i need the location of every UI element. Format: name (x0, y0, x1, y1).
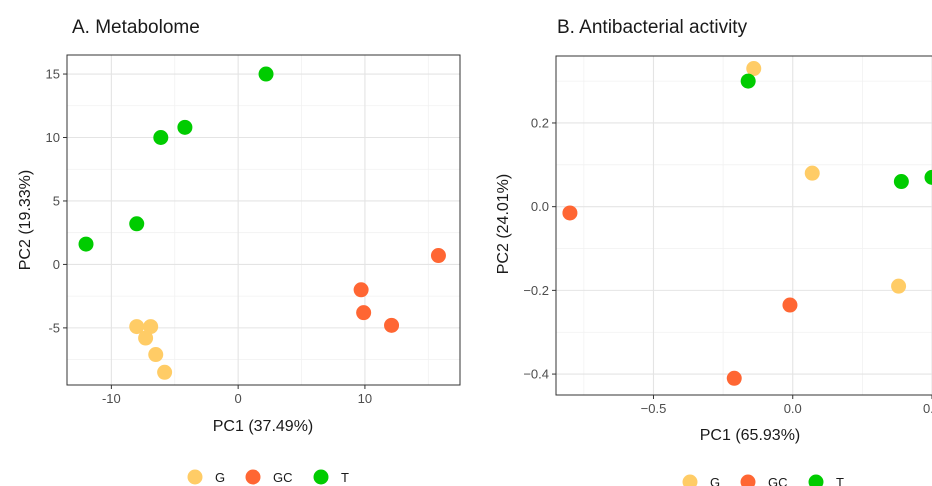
x-tick-label: −0.5 (641, 401, 667, 416)
y-tick-label: 5 (53, 193, 60, 208)
panel-b-title: B. Antibacterial activity (557, 17, 748, 38)
panel-a-title: A. Metabolome (72, 17, 200, 38)
data-point-t (129, 216, 145, 232)
data-point-t (153, 130, 169, 145)
data-point-t (740, 73, 756, 89)
y-tick-label: −0.4 (523, 367, 549, 382)
y-tick-label: −0.2 (523, 283, 549, 298)
panel-b-legend: G GC T (682, 474, 844, 486)
legend-label-gc: GC (273, 470, 293, 485)
legend-key-t (313, 469, 329, 485)
panel-a-points (78, 66, 446, 380)
data-point-g (148, 347, 164, 363)
data-point-g (138, 330, 154, 346)
legend-label-gc: GC (768, 475, 788, 486)
y-tick-label: 10 (46, 130, 60, 145)
data-point-g (143, 319, 159, 335)
x-tick-label: 10 (358, 391, 372, 406)
data-point-t (78, 236, 94, 252)
legend-label-g: G (215, 470, 225, 485)
legend-key-g (682, 474, 698, 486)
data-point-gc (353, 282, 369, 298)
data-point-t (258, 66, 274, 82)
legend-label-g: G (710, 475, 720, 486)
panel-b-plot-background (556, 56, 932, 395)
panel-a-metabolome: A. Metabolome -10 0 10 -5 0 5 10 15 PC1 (37.49%… (17, 17, 461, 485)
data-point-t (893, 174, 909, 190)
panel-b-x-axis-label: PC1 (65.93%) (700, 427, 801, 444)
y-tick-label: -5 (48, 320, 60, 335)
panel-a-x-axis-label: PC1 (37.49%) (213, 418, 314, 435)
x-tick-label: 0.0 (784, 401, 802, 416)
data-point-gc (782, 297, 798, 313)
panel-a-plot-border (66, 54, 461, 386)
data-point-gc (726, 370, 742, 386)
x-tick-label: 0 (235, 391, 242, 406)
legend-label-t: T (341, 470, 349, 485)
data-point-g (157, 364, 173, 380)
data-point-g (891, 278, 907, 294)
y-tick-label: 15 (46, 67, 60, 82)
x-tick-label: 0.5 (923, 401, 932, 416)
panel-a-legend: G GC T (187, 469, 349, 485)
legend-key-gc (740, 474, 756, 486)
data-point-g (129, 319, 145, 335)
panel-a-axis-ticks: -10 0 10 -5 0 5 10 15 (46, 67, 373, 406)
x-tick-label: -10 (102, 391, 121, 406)
panel-a-y-axis-label: PC2 (19.33%) (17, 170, 34, 271)
data-point-gc (356, 305, 372, 321)
y-tick-label: 0.2 (531, 115, 549, 130)
data-point-gc (430, 248, 446, 264)
panel-b-y-axis-label: PC2 (24.01%) (495, 174, 512, 275)
panel-a-plot-background (67, 55, 460, 385)
data-point-t (924, 169, 932, 185)
legend-key-t (808, 474, 824, 486)
legend-key-g (187, 469, 203, 485)
data-point-t (177, 119, 193, 135)
data-point-g (746, 61, 762, 77)
data-point-g (804, 165, 820, 181)
panel-b-plot-border (555, 55, 932, 396)
panel-b-points (562, 61, 932, 386)
y-tick-label: 0 (53, 257, 60, 272)
data-point-gc (384, 317, 400, 333)
data-point-gc (562, 205, 578, 221)
panel-b-antibacterial: B. Antibacterial activity −0.5 0.0 0.5 −0.4… (495, 17, 932, 486)
legend-label-t: T (836, 475, 844, 486)
legend-key-gc (245, 469, 261, 485)
y-tick-label: 0.0 (531, 199, 549, 214)
panel-b-axis-ticks: −0.5 0.0 0.5 −0.4 −0.2 0.0 0.2 (523, 115, 932, 416)
